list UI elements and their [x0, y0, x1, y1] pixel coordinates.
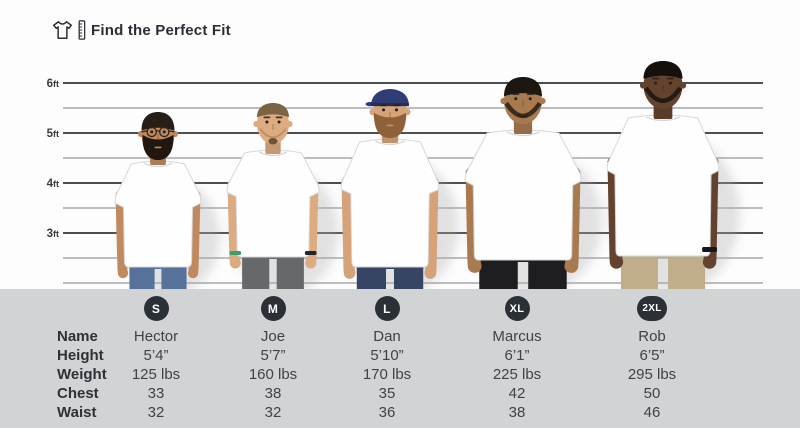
height-tick-label: 3ft	[47, 228, 59, 240]
cell-weight: 225 lbs	[492, 366, 542, 383]
hair	[504, 77, 542, 97]
page-title: Find the Perfect Fit	[91, 21, 231, 39]
hair	[141, 112, 175, 131]
cell-height: 6’5”	[639, 347, 665, 364]
beard	[268, 138, 278, 145]
cell-weight: 125 lbs	[131, 366, 181, 383]
watch	[304, 251, 317, 255]
backwards-cap	[371, 89, 409, 107]
cell-name: Marcus	[492, 328, 542, 345]
height-tick-label: 5ft	[47, 128, 59, 140]
person-figure-joe	[226, 103, 339, 289]
height-tick-label: 4ft	[47, 178, 59, 190]
glasses	[146, 126, 157, 138]
white-tshirt	[226, 149, 320, 258]
size-badge-l: L	[374, 296, 400, 321]
person-figure-dan	[340, 89, 459, 289]
cell-name: Rob	[638, 328, 666, 345]
size-column-xl: XL Marcus 6’1” 225 lbs 42 38	[452, 289, 582, 422]
cell-chest: 50	[643, 385, 661, 402]
cell-name: Dan	[373, 328, 401, 345]
cell-height: 5’4”	[143, 347, 169, 364]
hair	[257, 103, 289, 118]
white-tshirt	[464, 129, 582, 261]
person-figure-rob	[606, 61, 740, 289]
size-column-m: M Joe 5’7” 160 lbs 38 32	[208, 289, 338, 422]
cell-name: Hector	[133, 328, 179, 345]
beard	[643, 86, 683, 103]
size-column-l: L Dan 5’10” 170 lbs 35 36	[322, 289, 452, 422]
row-label-chest: Chest	[57, 385, 99, 402]
cell-height: 5’10”	[370, 347, 404, 364]
size-badge-2xl: 2XL	[637, 296, 667, 321]
cell-height: 5’7”	[260, 347, 286, 364]
white-tshirt	[114, 160, 202, 268]
white-tshirt	[340, 138, 440, 268]
row-label-height: Height	[57, 347, 104, 364]
cell-chest: 35	[378, 385, 396, 402]
cell-waist: 32	[264, 404, 282, 421]
size-table: Name Height Weight Chest Waist S Hector …	[0, 289, 800, 428]
cell-height: 6’1”	[504, 347, 530, 364]
size-badge-s: S	[143, 296, 169, 321]
cell-weight: 170 lbs	[362, 366, 412, 383]
tshirt-icon	[53, 21, 72, 39]
cell-waist: 32	[147, 404, 165, 421]
watch	[702, 247, 717, 252]
cell-chest: 38	[264, 385, 282, 402]
cell-waist: 38	[508, 404, 526, 421]
cell-chest: 42	[508, 385, 526, 402]
size-badge-xl: XL	[504, 296, 530, 321]
size-column-2xl: 2XL Rob 6’5” 295 lbs 50 46	[587, 289, 717, 422]
cell-waist: 46	[643, 404, 661, 421]
height-tick-label: 6ft	[47, 78, 59, 90]
cell-waist: 36	[378, 404, 396, 421]
ruler-icon	[78, 20, 86, 40]
size-badge-m: M	[260, 296, 286, 321]
row-label-waist: Waist	[57, 404, 97, 421]
row-label-weight: Weight	[57, 366, 107, 383]
row-label-name: Name	[57, 328, 98, 345]
hair	[643, 61, 683, 79]
height-chart: 6ft 5ft 4ft 3ft	[47, 61, 763, 289]
size-column-s: S Hector 5’4” 125 lbs 33 32	[91, 289, 221, 422]
cell-weight: 160 lbs	[248, 366, 298, 383]
person-figure-hector	[114, 112, 220, 289]
cell-name: Joe	[260, 328, 286, 345]
person-figure-marcus	[464, 77, 603, 289]
white-tshirt	[606, 114, 720, 257]
wristband	[229, 251, 242, 255]
table-row-labels: Name Height Weight Chest Waist	[57, 327, 107, 422]
header: Find the Perfect Fit	[52, 20, 231, 40]
cell-weight: 295 lbs	[627, 366, 677, 383]
cell-chest: 33	[147, 385, 165, 402]
